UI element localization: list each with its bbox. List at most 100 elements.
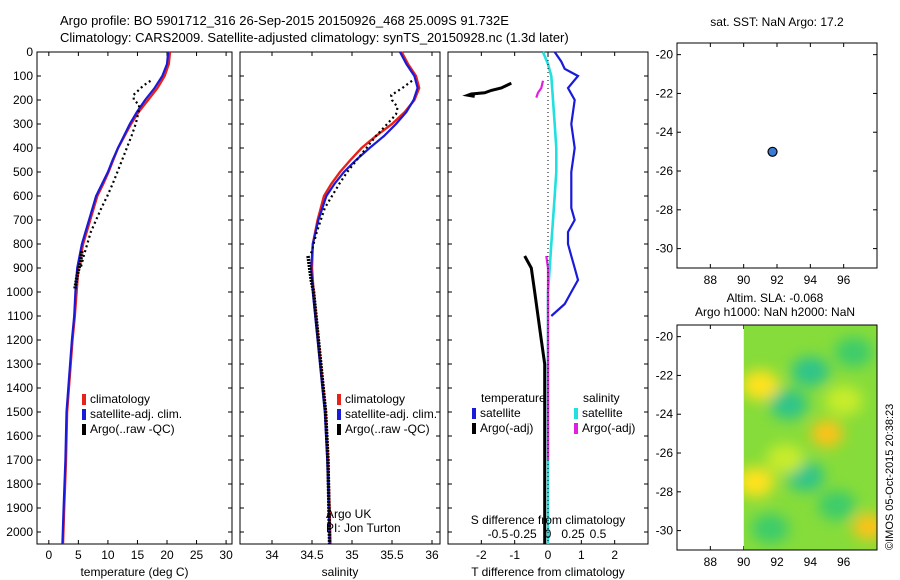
y-tick-label: -22 [656, 86, 674, 100]
legend-label-climatology: climatology [90, 392, 150, 406]
map-frame [676, 42, 878, 269]
y-tick-label: -30 [656, 242, 674, 256]
x-tick-label: 0 [45, 548, 52, 562]
x-tick-label: -1 [509, 548, 520, 562]
legend-label-argo: Argo(..raw -QC) [90, 422, 175, 436]
legend-label-t-satellite: satellite [480, 406, 521, 420]
x-tick-label: 2 [611, 548, 618, 562]
x-tick-label: 34.5 [300, 548, 324, 562]
y-tick-label: -22 [656, 368, 674, 382]
y-tick-label: -26 [656, 446, 674, 460]
x-tick-label: 36 [425, 548, 439, 562]
legend-swatch-argo [337, 424, 341, 435]
legend-swatch-s-satellite [574, 408, 578, 419]
series-line-argo-raw-qc- [79, 79, 152, 269]
y-tick-label: 1100 [7, 309, 33, 323]
figure-title-line2: Climatology: CARS2009. Satellite-adjuste… [60, 30, 569, 45]
y-tick-label: 1300 [6, 357, 33, 371]
heatmap-blob [824, 385, 863, 416]
sst-map-panel: -20 -22 -24 -26 -28 -30 88 90 92 94 96 sat. SST: Na… [656, 15, 878, 287]
legend-label-argo: Argo(..raw -QC) [345, 422, 430, 436]
series-line-s-argo-adj- [535, 80, 545, 98]
series-line-satellite-adj-clim- [61, 51, 170, 545]
legend-swatch-t-satellite [472, 408, 476, 419]
heatmap-blob [791, 356, 830, 387]
x-tick-label: 35.5 [380, 548, 404, 562]
y-tick-label: -20 [656, 48, 674, 62]
sla-map-panel: -20 -22 -24 -26 -28 -30 88 90 92 94 96 Altim. SLA: … [656, 291, 878, 569]
y-tick-label: 800 [13, 237, 33, 251]
x-tick-label: 10 [101, 548, 115, 562]
heatmap-blob-halo [811, 419, 843, 448]
x-tick-label: 25 [190, 548, 204, 562]
legend-swatch-climatology [82, 394, 86, 405]
y-tick-label: 1700 [6, 453, 33, 467]
x-tick-label: 90 [737, 273, 751, 287]
y-tick-label: 500 [13, 165, 33, 179]
legend-label-s-argo: Argo(-adj) [582, 421, 635, 435]
series-line-argo-raw-qc- [309, 79, 413, 257]
x-axis-label: salinity [322, 565, 359, 579]
legend-label-climatology: climatology [345, 392, 405, 406]
sst-map-title: sat. SST: NaN Argo: 17.2 [710, 15, 844, 29]
x-axis-label: T difference from climatology [471, 565, 625, 579]
legend-swatch-climatology [337, 394, 341, 405]
legend-label-satellite: satellite-adj. clim. [90, 407, 182, 421]
legend-swatch-satellite [82, 409, 86, 420]
pi-credit: PI: Jon Turton [326, 521, 401, 535]
heatmap-blob [743, 467, 775, 498]
y-tick-label: 1000 [6, 285, 33, 299]
y-tick-label: 1800 [6, 477, 33, 491]
y-tick-label: 0 [26, 45, 33, 59]
legend-label-s-satellite: satellite [582, 406, 623, 420]
y-tick-label: -28 [656, 485, 674, 499]
map-frame [676, 324, 878, 551]
x-tick-label: 88 [704, 273, 718, 287]
legend-swatch-argo [82, 424, 86, 435]
heatmap-blob [766, 443, 805, 474]
y-tick-label: -20 [656, 330, 674, 344]
x-tick-label: 90 [737, 555, 751, 569]
x-tick-label: 5 [75, 548, 82, 562]
y-tick-label: 1500 [6, 405, 33, 419]
x2-axis-label: S difference from climatology [471, 513, 626, 527]
series-line-satellite-adj-clim- [310, 51, 419, 545]
argo-uk-credit: Argo UK [326, 507, 371, 521]
x-tick-label: 96 [837, 555, 851, 569]
sla-map-title-line1: Altim. SLA: -0.068 [727, 291, 824, 305]
series-line-s-argo-deep [545, 255, 550, 460]
x2-tick-label: 0.5 [590, 527, 607, 541]
y-tick-label: 1600 [6, 429, 33, 443]
x2-tick-label: 0 [545, 527, 552, 541]
y-tick-label: -24 [656, 407, 674, 421]
y-tick-label: 900 [13, 261, 33, 275]
series-line-t-argo-adj- [462, 81, 512, 98]
x2-tick-label: 0.25 [561, 527, 585, 541]
x-tick-label: 35 [345, 548, 359, 562]
x-tick-label: 20 [160, 548, 174, 562]
y-tick-label: 1200 [6, 333, 33, 347]
y-tick-label: -28 [656, 203, 674, 217]
heatmap-blob [743, 370, 780, 401]
difference-profile-panel: -2 -1 0 1 2 T difference from climatology -0.5… [447, 51, 649, 579]
x-tick-label: 88 [704, 555, 718, 569]
legend-swatch-t-argo [472, 423, 476, 434]
y-tick-label: 100 [13, 69, 33, 83]
series-line-t-satellite [550, 51, 580, 317]
series-line-argo-deep [306, 255, 332, 545]
argo-location-marker [767, 146, 778, 157]
x-tick-label: 94 [804, 273, 818, 287]
series-line-t-argo-deep [523, 255, 547, 544]
y-tick-label: 200 [13, 93, 33, 107]
heatmap-blob-halo [852, 512, 878, 541]
legend-title-salinity: salinity [583, 391, 620, 405]
heatmap-blob [834, 337, 873, 368]
legend-label-satellite: satellite-adj. clim. [345, 407, 437, 421]
y-tick-label: 2000 [6, 525, 33, 539]
legend-title-temperature: temperature [481, 391, 546, 405]
y-tick-label: 300 [13, 117, 33, 131]
x-tick-label: 34 [265, 548, 279, 562]
x-tick-label: 30 [219, 548, 233, 562]
x2-tick-label: -0.25 [509, 527, 537, 541]
